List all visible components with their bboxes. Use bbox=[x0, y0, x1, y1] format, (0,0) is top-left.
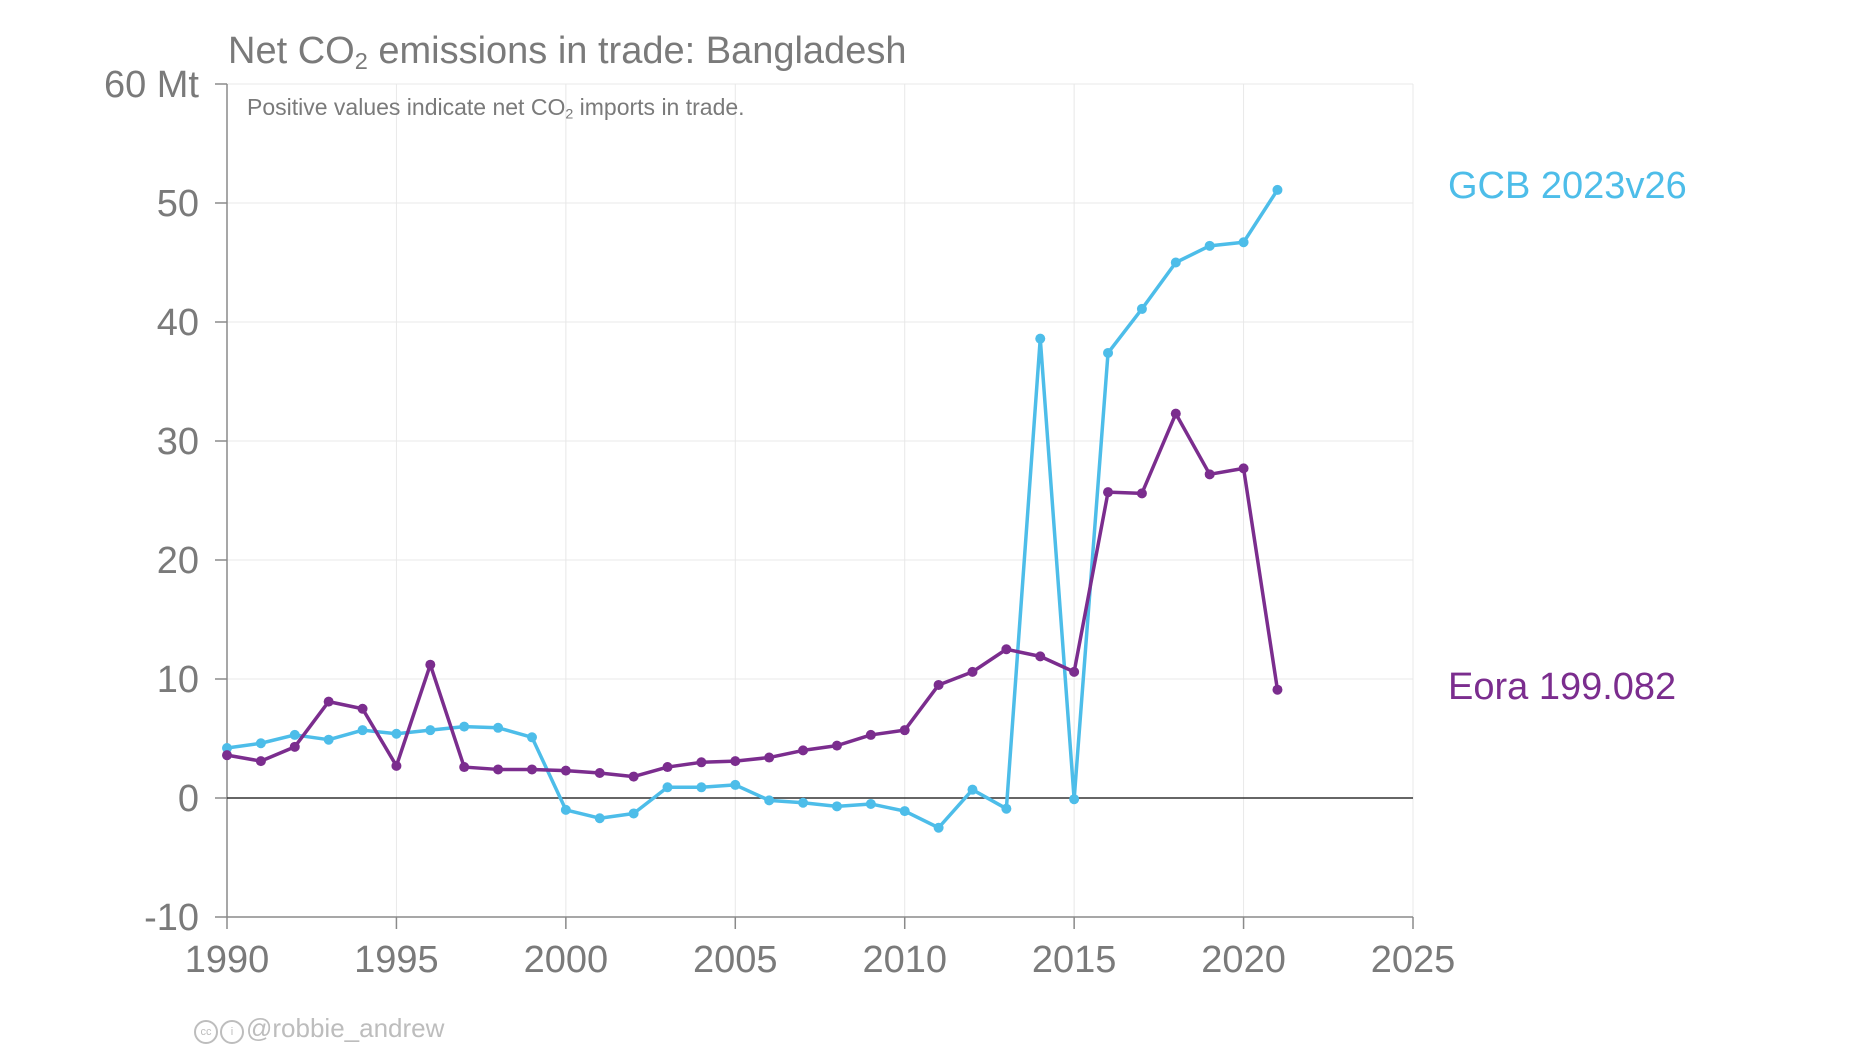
data-point bbox=[1272, 184, 1283, 195]
data-point bbox=[323, 734, 334, 745]
data-point bbox=[933, 679, 944, 690]
data-point bbox=[730, 779, 741, 790]
data-point bbox=[1136, 303, 1147, 314]
data-point bbox=[255, 756, 266, 767]
y-tick-label: 10 bbox=[157, 659, 199, 701]
chart-subtitle: Positive values indicate net CO2 imports… bbox=[247, 94, 745, 123]
x-tick-label: 1990 bbox=[185, 939, 270, 981]
data-point bbox=[1272, 684, 1283, 695]
data-point bbox=[425, 725, 436, 736]
data-point bbox=[1001, 644, 1012, 655]
y-tick-label: 30 bbox=[157, 421, 199, 463]
x-tick-label: 2025 bbox=[1371, 939, 1456, 981]
data-point bbox=[1035, 333, 1046, 344]
data-point bbox=[1069, 666, 1080, 677]
data-point bbox=[933, 822, 944, 833]
data-point bbox=[391, 760, 402, 771]
data-point bbox=[425, 659, 436, 670]
y-tick-label: -10 bbox=[144, 897, 199, 939]
data-point bbox=[1035, 651, 1046, 662]
data-point bbox=[1238, 463, 1249, 474]
data-point bbox=[831, 801, 842, 812]
data-point bbox=[526, 764, 537, 775]
data-point bbox=[357, 725, 368, 736]
y-tick-label: 20 bbox=[157, 540, 199, 582]
data-point bbox=[222, 750, 232, 761]
data-point bbox=[289, 729, 300, 740]
data-point bbox=[628, 771, 639, 782]
y-tick-label: 50 bbox=[157, 183, 199, 225]
data-point bbox=[1170, 257, 1181, 268]
data-point bbox=[594, 768, 605, 779]
data-point bbox=[696, 757, 707, 768]
data-point bbox=[662, 762, 673, 773]
data-point bbox=[594, 813, 605, 824]
series-label: GCB 2023v26 bbox=[1448, 165, 1687, 207]
data-point bbox=[493, 764, 504, 775]
data-point bbox=[459, 762, 470, 773]
data-point bbox=[323, 696, 334, 707]
data-point bbox=[628, 808, 639, 819]
y-top-label: 60 Mt bbox=[104, 64, 199, 106]
series-label: Eora 199.082 bbox=[1448, 666, 1676, 708]
x-tick-label: 2005 bbox=[693, 939, 778, 981]
data-point bbox=[967, 666, 978, 677]
cc-icon: cc bbox=[194, 1020, 218, 1044]
data-point bbox=[1103, 347, 1114, 358]
data-point bbox=[493, 722, 504, 733]
data-point bbox=[1204, 240, 1215, 251]
data-point bbox=[391, 728, 402, 739]
data-point bbox=[1136, 488, 1147, 499]
data-point bbox=[560, 804, 571, 815]
x-tick-label: 1995 bbox=[354, 939, 439, 981]
data-point bbox=[899, 725, 910, 736]
x-tick-label: 2000 bbox=[524, 939, 609, 981]
data-point bbox=[899, 806, 910, 817]
x-tick-label: 2015 bbox=[1032, 939, 1117, 981]
data-point bbox=[662, 782, 673, 793]
chart-title: Net CO2 emissions in trade: Bangladesh bbox=[228, 30, 907, 74]
series-line bbox=[226, 188, 1279, 830]
data-point bbox=[696, 782, 707, 793]
x-tick-label: 2010 bbox=[862, 939, 947, 981]
data-point bbox=[865, 798, 876, 809]
credit-line: cc i @robbie_andrew bbox=[194, 1013, 444, 1044]
y-tick-label: 0 bbox=[178, 778, 199, 820]
series-line bbox=[226, 411, 1280, 779]
data-point bbox=[1103, 487, 1114, 498]
data-point bbox=[1069, 794, 1080, 805]
data-point bbox=[255, 738, 266, 749]
by-icon: i bbox=[220, 1020, 244, 1044]
x-tick-label: 2020 bbox=[1201, 939, 1286, 981]
data-point bbox=[357, 703, 368, 714]
data-point bbox=[1170, 408, 1181, 419]
data-point bbox=[289, 741, 300, 752]
data-point bbox=[1238, 237, 1249, 248]
data-point bbox=[967, 784, 978, 795]
data-point bbox=[764, 752, 775, 763]
data-point bbox=[764, 795, 775, 806]
data-point bbox=[730, 756, 741, 767]
data-point bbox=[1001, 803, 1012, 814]
y-tick-label: 40 bbox=[157, 302, 199, 344]
data-point bbox=[798, 745, 809, 756]
credit-handle: @robbie_andrew bbox=[246, 1013, 445, 1043]
data-point bbox=[459, 721, 470, 732]
data-point bbox=[222, 743, 232, 754]
data-point bbox=[865, 729, 876, 740]
data-point bbox=[831, 740, 842, 751]
data-point bbox=[798, 797, 809, 808]
data-point bbox=[560, 765, 571, 776]
data-point bbox=[526, 732, 537, 743]
data-point bbox=[1204, 469, 1215, 480]
